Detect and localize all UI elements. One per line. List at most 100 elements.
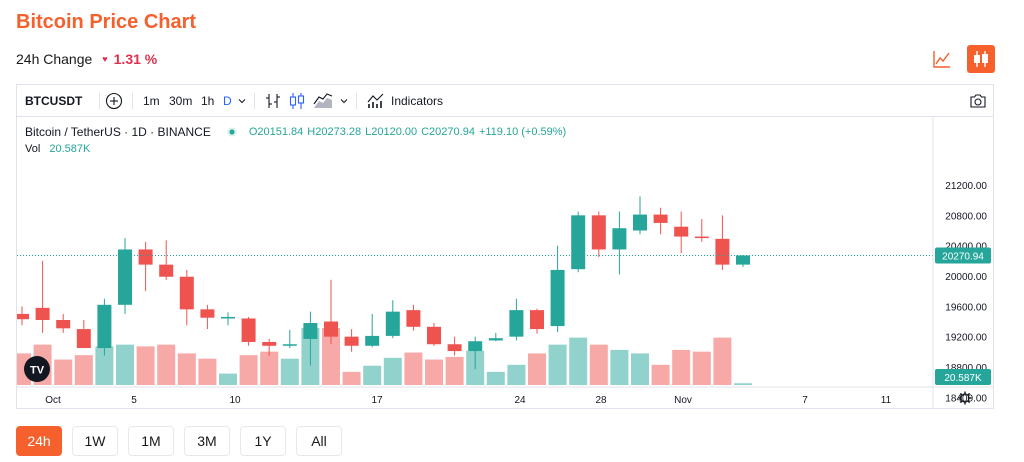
legend-change: +119.10 (+0.59%) xyxy=(478,126,567,138)
candle-body xyxy=(715,238,730,265)
indicators-label: Indicators xyxy=(391,93,444,108)
candle-body xyxy=(138,249,153,265)
volume-bar xyxy=(383,357,402,385)
candle-body xyxy=(118,249,132,305)
chart-toolbar: BTCUSDT 1m 30m 1h D xyxy=(17,85,993,117)
timeframe-1m[interactable]: 1M xyxy=(128,426,174,456)
volume-bar xyxy=(651,364,670,385)
timeframe-all[interactable]: All xyxy=(296,426,342,456)
candle-body xyxy=(406,310,421,327)
svg-text:TV: TV xyxy=(30,365,45,377)
chart-type-dropdown[interactable] xyxy=(339,85,349,116)
area-style-button[interactable] xyxy=(313,85,333,116)
timeframe-24h[interactable]: 24h xyxy=(16,426,62,456)
candle-body xyxy=(241,318,256,342)
page-title: Bitcoin Price Chart xyxy=(16,11,197,33)
volume-bar xyxy=(486,371,505,385)
volume-bar xyxy=(74,355,93,385)
interval-d[interactable]: D xyxy=(223,93,232,108)
bars-style-button[interactable] xyxy=(264,85,282,116)
volume-bar xyxy=(589,344,608,385)
candles-style-button[interactable] xyxy=(288,85,306,116)
volume-bar xyxy=(95,346,114,385)
candle-body xyxy=(221,316,235,319)
last-volume-label: 20.587K xyxy=(944,373,982,384)
candle-body xyxy=(427,326,441,345)
candle-body xyxy=(653,214,668,223)
volume-bar xyxy=(363,365,382,385)
volume-bar xyxy=(116,344,134,385)
volume-bar xyxy=(548,344,567,385)
volume-bar xyxy=(692,351,711,385)
candle-body xyxy=(262,341,277,346)
interval-1h[interactable]: 1h xyxy=(201,93,215,108)
candle-body xyxy=(344,336,359,346)
change-value: 1.31 % xyxy=(113,51,158,67)
timeframe-3m[interactable]: 3M xyxy=(184,426,230,456)
bars-icon xyxy=(266,93,280,108)
time-tick-label: Nov xyxy=(674,395,692,406)
volume-bar xyxy=(404,352,423,385)
volume-bar xyxy=(672,349,691,385)
interval-dropdown[interactable] xyxy=(237,85,247,116)
candle-body xyxy=(447,344,462,352)
price-tick-label: 18400.00 xyxy=(945,393,987,404)
interval-30m[interactable]: 30m xyxy=(169,93,193,108)
candle-body xyxy=(35,307,50,320)
candle-body xyxy=(179,276,194,310)
candle-body xyxy=(633,214,647,231)
volume-bar xyxy=(507,364,526,385)
screenshot-button[interactable] xyxy=(969,85,987,116)
volume-bar xyxy=(260,351,279,385)
candle-body xyxy=(509,310,524,337)
candle-body xyxy=(17,313,29,320)
candle-body xyxy=(385,311,400,336)
compare-add-button[interactable] xyxy=(105,85,123,116)
volume-bar xyxy=(569,337,588,385)
symbol-label[interactable]: BTCUSDT xyxy=(25,93,83,108)
candlestick-button[interactable] xyxy=(967,45,995,73)
down-arrow-icon: ♥ xyxy=(102,54,108,64)
volume-bar xyxy=(136,346,155,385)
price-tick-label: 20400.00 xyxy=(945,242,987,253)
line-chart-button[interactable] xyxy=(928,45,956,73)
timeframe-bar: 24h 1W 1M 3M 1Y All xyxy=(16,426,342,456)
price-chart[interactable]: 18400.00 18800.00 19200.00 19600.00 20000.00… xyxy=(17,117,993,408)
time-tick-label: Oct xyxy=(45,395,61,406)
legend-low: L20120.00 xyxy=(365,126,418,138)
timeframe-1w[interactable]: 1W xyxy=(72,426,118,456)
candle-body xyxy=(612,228,627,250)
candle-body xyxy=(736,255,750,265)
price-tick-label: 20800.00 xyxy=(945,211,987,222)
candle-body xyxy=(550,269,565,327)
price-tick-label: 18800.00 xyxy=(945,363,987,374)
price-tick-label: 20000.00 xyxy=(945,272,987,283)
tradingview-logo: TV xyxy=(24,356,50,382)
indicators-button[interactable]: Indicators xyxy=(367,85,443,116)
candle-body xyxy=(571,215,586,270)
volume-bar xyxy=(54,359,73,385)
candlestick-icon xyxy=(974,51,988,67)
time-tick-label: 17 xyxy=(371,395,383,406)
volume-bar xyxy=(198,358,217,385)
price-tick-label: 19600.00 xyxy=(945,302,987,313)
time-tick-label: 24 xyxy=(514,395,526,406)
candle-body xyxy=(324,321,338,337)
chevron-down-icon xyxy=(340,98,348,103)
interval-1m[interactable]: 1m xyxy=(143,93,160,108)
candle-body xyxy=(591,215,606,250)
chevron-down-icon xyxy=(238,98,246,103)
volume-bar xyxy=(631,353,649,385)
volume-bar xyxy=(177,353,196,385)
candle-body xyxy=(76,329,91,349)
settings-gear-icon[interactable] xyxy=(958,391,972,405)
candle-body xyxy=(282,344,297,346)
timeframe-1y[interactable]: 1Y xyxy=(240,426,286,456)
volume-bar xyxy=(610,349,629,385)
volume-bar xyxy=(734,383,752,385)
chart-frame: BTCUSDT 1m 30m 1h D xyxy=(16,84,994,409)
volume-bar xyxy=(219,373,237,385)
candle-body xyxy=(365,335,380,346)
area-chart-icon xyxy=(313,92,333,108)
volume-bar xyxy=(425,359,443,385)
